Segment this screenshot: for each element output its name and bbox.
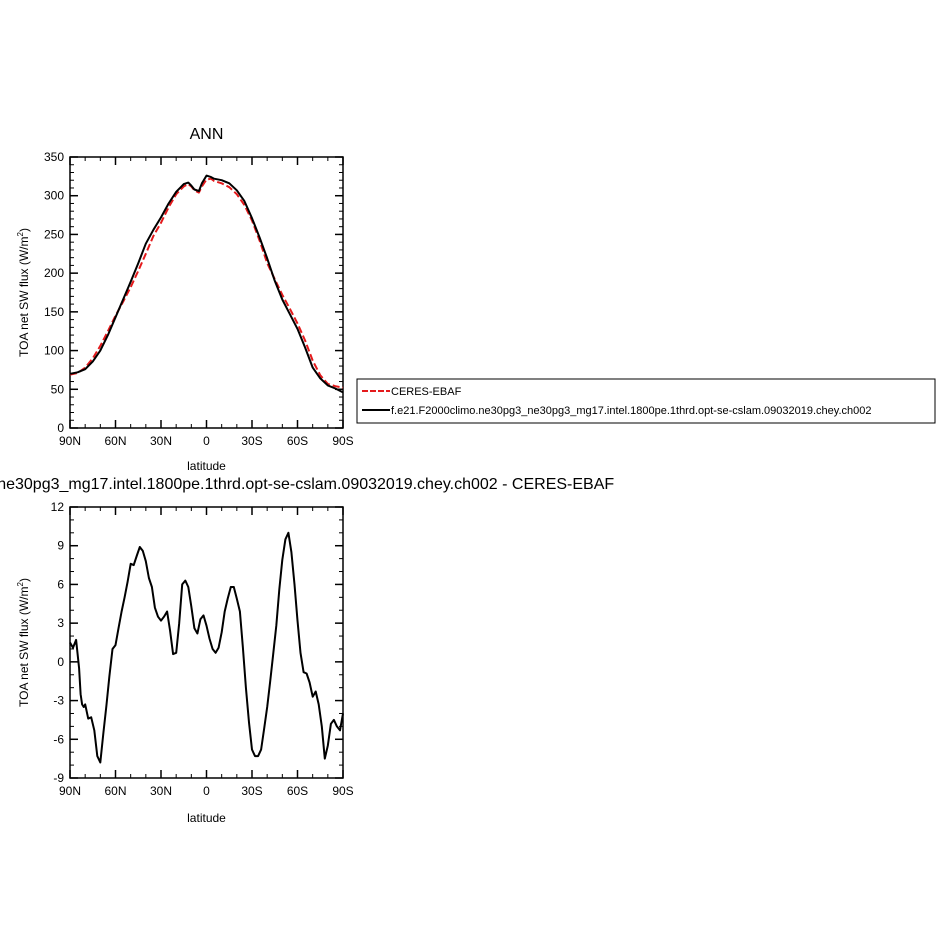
y-axis-title-superscript: 2 — [16, 231, 25, 236]
y-tick-label: 100 — [44, 344, 64, 358]
y-tick-label: 6 — [57, 577, 64, 591]
panel-title: f.e21.F2000climo.ne30pg3_ne30pg3_mg17.in… — [0, 476, 614, 493]
series-line-0 — [69, 531, 344, 764]
series-line-0 — [69, 177, 344, 389]
series-line-1 — [69, 174, 344, 394]
y-tick-label: 200 — [44, 266, 64, 280]
x-tick-label: 30S — [241, 784, 262, 798]
legend-label-1: f.e21.F2000climo.ne30pg3_ne30pg3_mg17.in… — [391, 405, 871, 417]
y-tick-label: 250 — [44, 227, 64, 241]
y-axis-title-close: ) — [17, 578, 31, 582]
y-tick-label: 150 — [44, 305, 64, 319]
x-tick-label: 30N — [150, 434, 172, 448]
x-tick-label: 90S — [332, 434, 353, 448]
x-tick-label: 60S — [287, 434, 308, 448]
y-tick-label: 350 — [44, 150, 64, 164]
y-tick-label: -9 — [53, 771, 64, 785]
y-tick-label: -6 — [53, 732, 64, 746]
zonal-mean-panel: ANN 0 50 100 150 200 250 300 350 90N 60N 30N 0 30S 60S… — [16, 126, 354, 473]
x-tick-label: 60N — [104, 434, 126, 448]
x-tick-label: 90N — [59, 434, 81, 448]
y-tick-label: 9 — [57, 539, 64, 553]
x-tick-label: 60N — [104, 784, 126, 798]
x-tick-label: 90S — [332, 784, 353, 798]
y-tick-label: 300 — [44, 189, 64, 203]
y-axis-title-superscript: 2 — [16, 581, 25, 586]
x-tick-label: 30S — [241, 434, 262, 448]
x-axis-title: latitude — [187, 811, 226, 825]
plot-frame — [69, 506, 344, 779]
y-axis-title: TOA net SW flux (W/m2) — [16, 228, 31, 357]
y-tick-label: -3 — [53, 694, 64, 708]
legend-label-0: CERES-EBAF — [391, 386, 462, 398]
y-tick-label: 50 — [51, 382, 65, 396]
x-tick-label: 30N — [150, 784, 172, 798]
y-axis-title-main: TOA net SW flux (W/m — [17, 236, 31, 356]
y-tick-label: 0 — [57, 421, 64, 435]
y-tick-label: 12 — [51, 500, 65, 514]
legend-box — [356, 378, 936, 424]
legend: CERES-EBAF f.e21.F2000climo.ne30pg3_ne30p… — [356, 378, 936, 424]
x-tick-label: 90N — [59, 784, 81, 798]
x-tick-label: 0 — [203, 434, 210, 448]
plot-frame — [69, 156, 344, 429]
y-axis-title: TOA net SW flux (W/m2) — [16, 578, 31, 707]
x-axis-title: latitude — [187, 459, 226, 473]
y-tick-label: 3 — [57, 616, 64, 630]
y-tick-label: 0 — [57, 655, 64, 669]
y-axis-title-close: ) — [17, 228, 31, 232]
y-axis-title-main: TOA net SW flux (W/m — [17, 586, 31, 706]
x-tick-label: 0 — [203, 784, 210, 798]
difference-panel: f.e21.F2000climo.ne30pg3_ne30pg3_mg17.in… — [0, 476, 614, 825]
panel-title: ANN — [190, 126, 224, 143]
x-tick-label: 60S — [287, 784, 308, 798]
